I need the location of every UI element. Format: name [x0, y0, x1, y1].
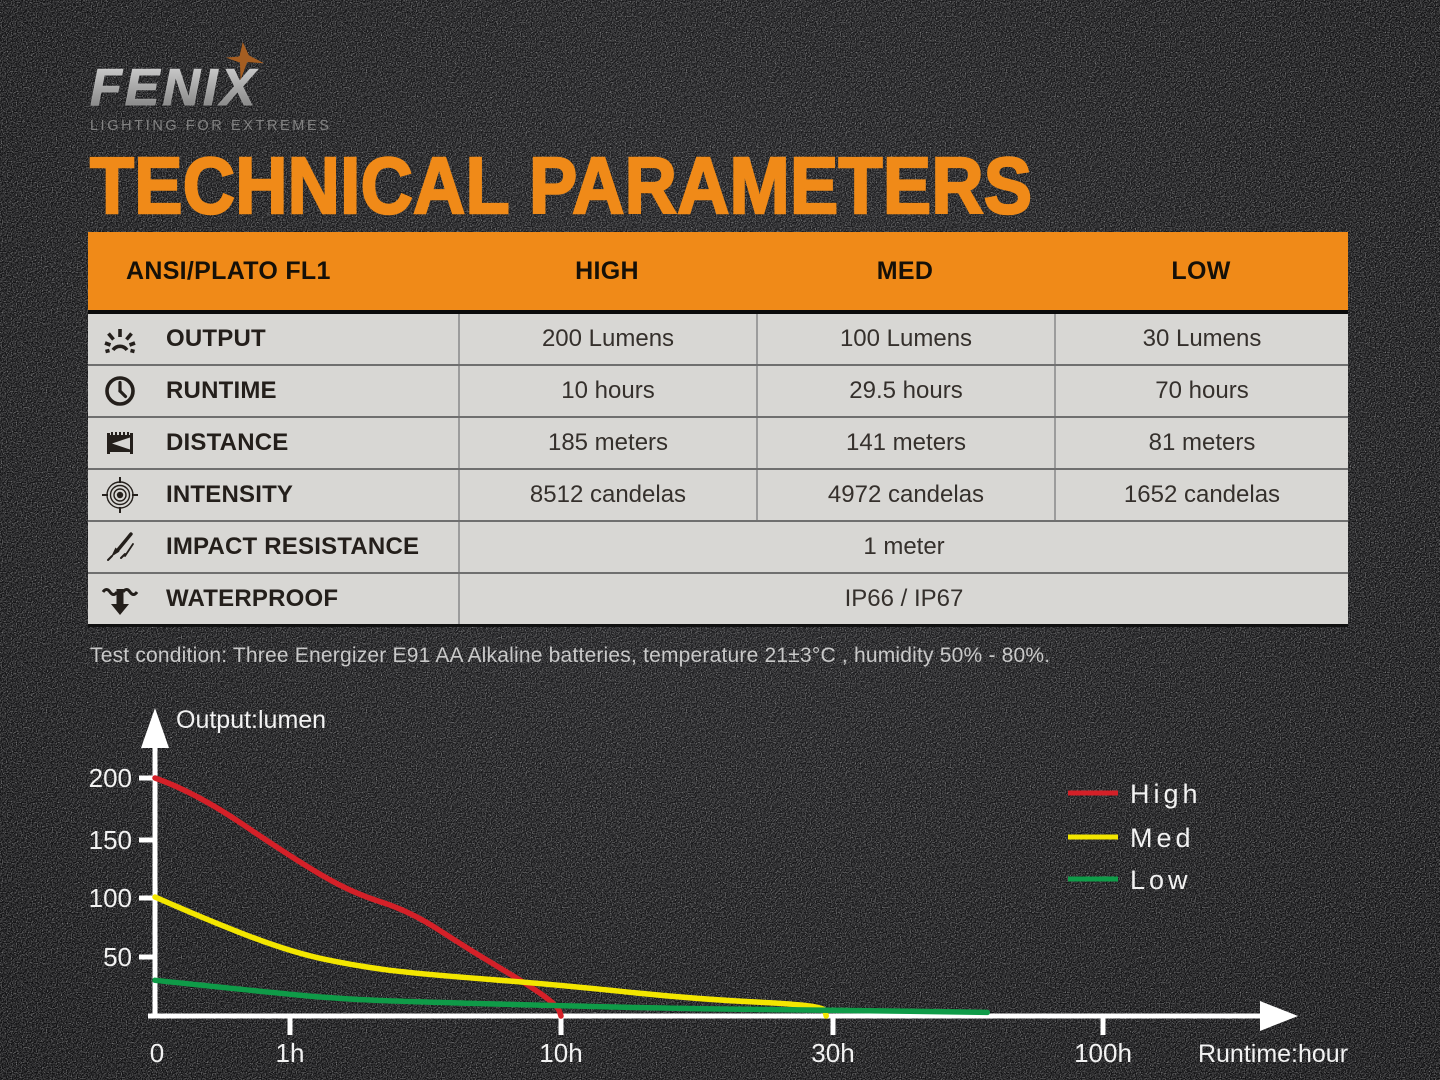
row-label: RUNTIME [166, 377, 277, 404]
output-icon [104, 329, 136, 354]
curve-high [152, 775, 564, 1019]
row-label: INTENSITY [166, 481, 294, 508]
table-row-intensity: INTENSITY 8512 candelas 4972 candelas 16… [88, 470, 1348, 520]
curve-med [152, 894, 829, 1019]
test-condition-note: Test condition: Three Energizer E91 AA A… [90, 644, 1051, 667]
row-label: OUTPUT [166, 325, 266, 352]
distance-med-value: 141 meters [756, 418, 1054, 468]
intensity-high-value: 8512 candelas [458, 470, 756, 520]
x-tick-10h: 10h [539, 1038, 582, 1068]
waterproof-value: IP66 / IP67 [458, 574, 1348, 624]
table-row-runtime: RUNTIME 10 hours 29.5 hours 70 hours [88, 366, 1348, 416]
row-label: IMPACT RESISTANCE [166, 533, 420, 560]
waterproof-icon [101, 588, 139, 615]
output-med-value: 100 Lumens [756, 314, 1054, 364]
curve-low [152, 977, 991, 1016]
y-axis-label: Output:lumen [176, 706, 326, 734]
legend-label-high: High [1130, 779, 1202, 809]
distance-low-value: 81 meters [1054, 418, 1348, 468]
runtime-high-value: 10 hours [458, 366, 756, 416]
table-row-waterproof: WATERPROOF IP66 / IP67 [88, 574, 1348, 624]
runtime-icon [105, 376, 135, 406]
distance-high-value: 185 meters [458, 418, 756, 468]
x-tick-100h: 100h [1074, 1038, 1132, 1068]
impact-resistance-value: 1 meter [458, 522, 1348, 572]
legend-label-low: Low [1130, 865, 1192, 895]
chart-curves [152, 775, 991, 1019]
distance-icon [107, 432, 133, 454]
x-tick-30h: 30h [811, 1038, 854, 1068]
intensity-low-value: 1652 candelas [1054, 470, 1348, 520]
y-tick-200: 200 [89, 763, 132, 793]
y-tick-50: 50 [103, 942, 132, 972]
runtime-chart: 200 150 100 50 0 1h 10h 30h 100h Output:… [89, 706, 1348, 1068]
table-row-impact-resistance: IMPACT RESISTANCE 1 meter [88, 522, 1348, 572]
legend-label-med: Med [1130, 823, 1195, 853]
table-header-row: ANSI/PLATO FL1 HIGH MED LOW [88, 232, 1348, 310]
brand-name: FENIX [90, 62, 332, 115]
y-tick-150: 150 [89, 825, 132, 855]
header-high: HIGH [575, 256, 639, 285]
fenix-star-icon [226, 42, 264, 80]
y-tick-labels: 200 150 100 50 [89, 763, 132, 972]
table-body: OUTPUT 200 Lumens 100 Lumens 30 Lumens R… [88, 310, 1348, 627]
technical-parameters-table: ANSI/PLATO FL1 HIGH MED LOW [88, 232, 1348, 627]
header-low: LOW [1171, 256, 1231, 285]
header-med: MED [876, 256, 934, 285]
x-tick-0: 0 [150, 1038, 164, 1068]
y-tick-100: 100 [89, 883, 132, 913]
x-axis-label: Runtime:hour [1198, 1040, 1348, 1068]
header-ansi-plato: ANSI/PLATO FL1 [126, 256, 331, 285]
x-tick-labels: 0 1h 10h 30h 100h [150, 1038, 1132, 1068]
brand-tagline: LIGHTING FOR EXTREMES [90, 118, 332, 134]
page-title: TECHNICAL PARAMETERS [89, 141, 1033, 230]
output-high-value: 200 Lumens [458, 314, 756, 364]
intensity-icon [102, 477, 138, 513]
row-label: DISTANCE [166, 429, 289, 456]
chart-legend: High Med Low [1068, 779, 1202, 895]
x-tick-1h: 1h [276, 1038, 305, 1068]
chart-axes [139, 746, 1262, 1035]
table-row-distance: DISTANCE 185 meters 141 meters 81 meters [88, 418, 1348, 468]
intensity-med-value: 4972 candelas [756, 470, 1054, 520]
row-label: WATERPROOF [166, 585, 339, 612]
x-axis-arrow [1260, 1001, 1298, 1031]
table-row-output: OUTPUT 200 Lumens 100 Lumens 30 Lumens [88, 314, 1348, 364]
output-low-value: 30 Lumens [1054, 314, 1348, 364]
runtime-med-value: 29.5 hours [756, 366, 1054, 416]
y-axis-arrow [141, 708, 169, 748]
impact-resistance-icon [107, 532, 134, 561]
fenix-logo: FENIX LIGHTING FOR EXTREMES [90, 42, 332, 134]
runtime-low-value: 70 hours [1054, 366, 1348, 416]
